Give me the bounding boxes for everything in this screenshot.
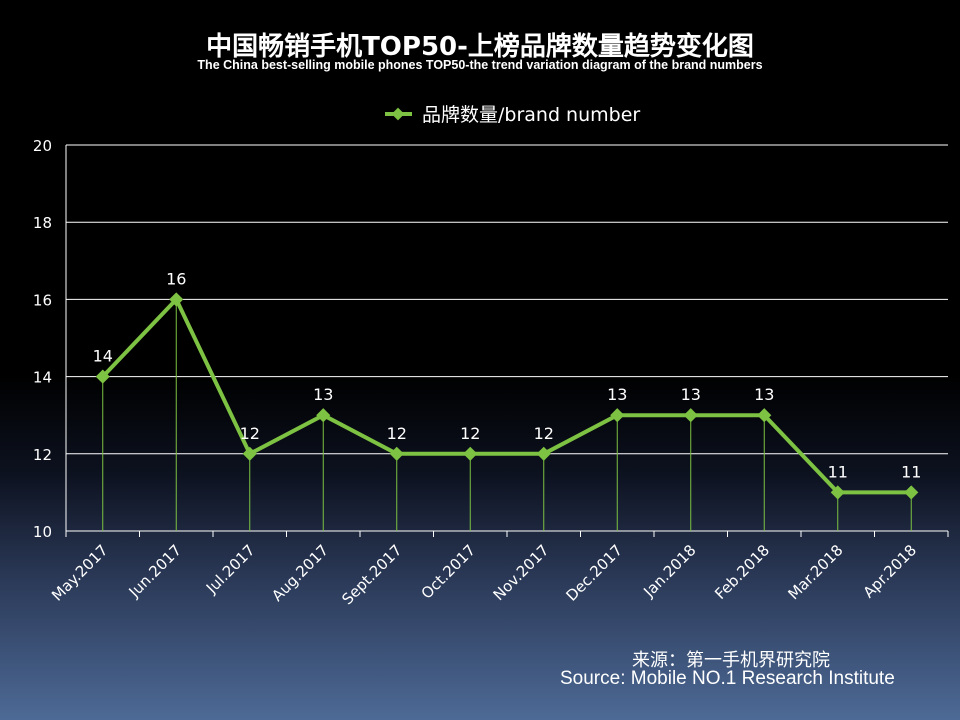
data-label: 16 xyxy=(166,269,186,288)
y-tick-label: 16 xyxy=(33,291,52,309)
legend-label: 品牌数量/brand number xyxy=(422,104,640,126)
data-point xyxy=(242,446,257,461)
drop-lines xyxy=(102,299,912,531)
data-point xyxy=(316,408,331,423)
data-label: 13 xyxy=(607,385,627,404)
x-tick-label: Apr.2018 xyxy=(860,541,920,601)
data-point xyxy=(757,408,772,423)
gridlines xyxy=(66,144,948,532)
series-line xyxy=(101,297,912,495)
x-tick-label: Jun.2017 xyxy=(125,541,185,601)
y-tick-label: 12 xyxy=(33,446,52,464)
x-tick-label: Mar.2018 xyxy=(784,541,846,603)
data-point xyxy=(389,446,404,461)
data-point xyxy=(95,369,110,384)
x-tick-label: Nov.2017 xyxy=(490,541,553,604)
series-brand-number xyxy=(95,292,919,500)
data-point xyxy=(830,485,845,500)
x-tick-label: Sept.2017 xyxy=(338,541,405,608)
x-tick-label: Jan.2018 xyxy=(639,541,699,601)
data-label: 13 xyxy=(681,385,701,404)
data-point xyxy=(904,485,919,500)
y-axis: 10 12 14 16 18 20 xyxy=(33,137,67,541)
data-point xyxy=(169,292,184,307)
y-tick-label: 18 xyxy=(33,214,52,232)
data-label: 14 xyxy=(93,347,113,366)
data-point xyxy=(683,408,698,423)
data-label: 12 xyxy=(240,424,260,443)
y-tick-label: 20 xyxy=(33,137,52,155)
x-tick-label: Jul.2017 xyxy=(202,541,259,598)
data-label: 12 xyxy=(387,424,407,443)
x-tick-label: Oct.2017 xyxy=(418,541,479,602)
data-label: 11 xyxy=(828,462,848,481)
legend: 品牌数量/brand number xyxy=(385,104,640,126)
legend-marker-swatch xyxy=(391,107,405,121)
x-axis: May.2017 Jun.2017 Jul.2017 Aug.2017 Sept.201… xyxy=(48,531,949,608)
data-label: 13 xyxy=(313,385,333,404)
x-tick-label: Aug.2017 xyxy=(268,541,332,605)
data-labels: 14 16 12 13 12 12 12 13 13 13 11 11 xyxy=(93,269,922,481)
source-english: Source: Mobile NO.1 Research Institute xyxy=(560,668,895,689)
chart-title: 中国畅销手机TOP50-上榜品牌数量趋势变化图 xyxy=(206,32,754,62)
source-chinese: 来源：第一手机界研究院 xyxy=(632,650,830,670)
y-tick-label: 10 xyxy=(33,523,52,541)
y-tick-label: 14 xyxy=(33,369,52,387)
chart-subtitle: The China best-selling mobile phones TOP… xyxy=(197,58,763,72)
x-tick-label: Feb.2018 xyxy=(711,541,773,603)
x-tick-label: May.2017 xyxy=(48,541,112,605)
data-point xyxy=(536,446,551,461)
data-point xyxy=(610,408,625,423)
x-tick-label: Dec.2017 xyxy=(562,541,626,605)
data-label: 12 xyxy=(534,424,554,443)
data-label: 13 xyxy=(754,385,774,404)
data-point xyxy=(463,446,478,461)
data-label: 12 xyxy=(460,424,480,443)
data-label: 11 xyxy=(901,462,921,481)
